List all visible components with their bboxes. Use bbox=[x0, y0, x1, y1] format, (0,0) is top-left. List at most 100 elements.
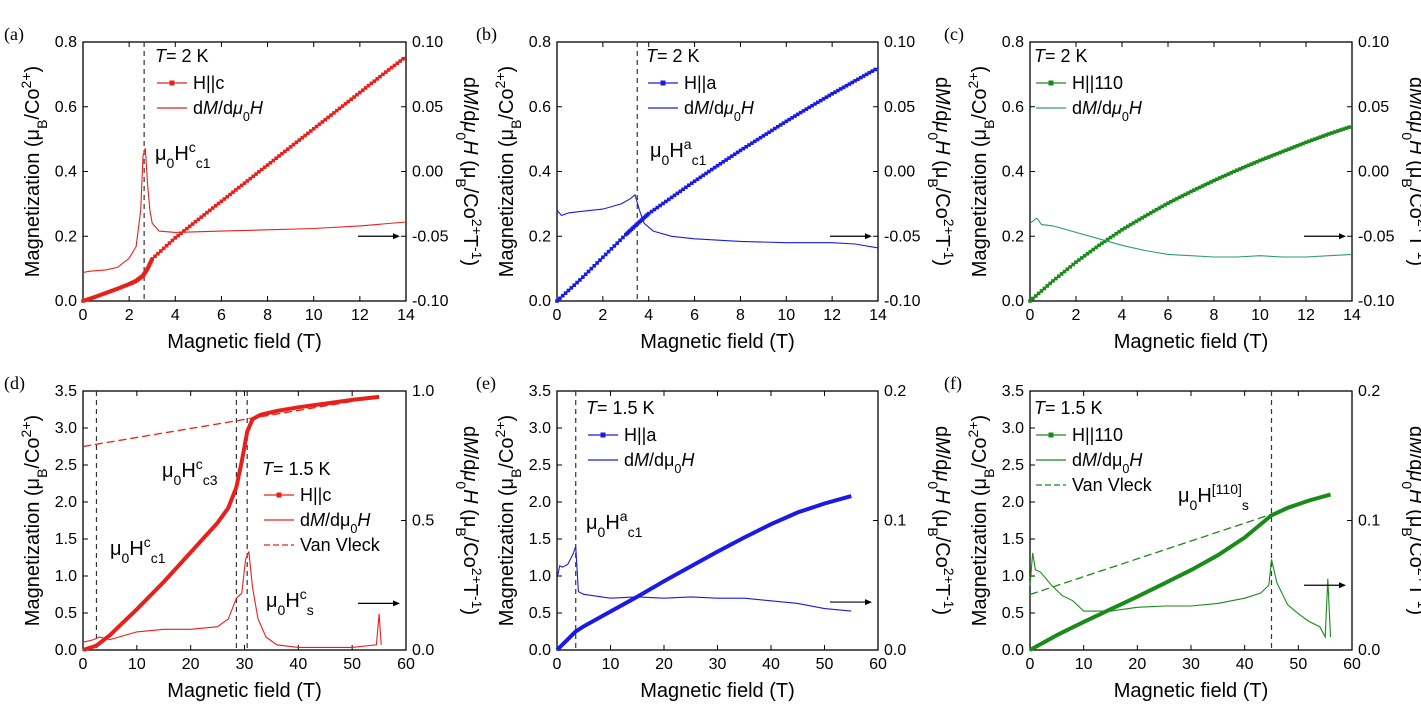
y2-tick-label: 0.00 bbox=[412, 164, 443, 181]
data-point bbox=[598, 258, 602, 262]
data-point bbox=[666, 197, 671, 202]
data-point bbox=[1180, 194, 1185, 198]
data-point bbox=[1341, 127, 1346, 131]
y2-axis-label: dM/dμ0H (μB/Co2+T-1) bbox=[1399, 77, 1421, 266]
data-point bbox=[758, 135, 763, 140]
label-part: M bbox=[1082, 98, 1097, 118]
data-point bbox=[358, 90, 362, 95]
y2-axis-label: dM/dμ0H (μB/Co2+T-1) bbox=[925, 426, 957, 615]
label-part: μ bbox=[340, 510, 350, 530]
y-tick-label: 3.5 bbox=[1002, 383, 1024, 400]
label-part: Magnetization ( bbox=[22, 140, 44, 277]
y-tick-label: 3.5 bbox=[529, 383, 551, 400]
label-part: 0 bbox=[174, 472, 182, 488]
label-part: d bbox=[624, 450, 634, 470]
legend-temperature: T= 2 K bbox=[1034, 46, 1088, 66]
label-part: H||110 bbox=[1072, 425, 1123, 445]
data-point bbox=[1120, 227, 1124, 232]
chart-f: 0 10 20 30 40 50 600.00.51.01.52.02.53.03.50.0… bbox=[965, 383, 1421, 702]
data-point bbox=[844, 83, 849, 88]
data-point bbox=[793, 114, 797, 118]
data-point bbox=[873, 67, 877, 72]
y2-tick-label: 0.0 bbox=[412, 642, 434, 659]
data-point bbox=[1220, 174, 1225, 179]
label-part: H bbox=[741, 98, 755, 118]
data-point bbox=[583, 272, 588, 277]
legend-label: dM/dμ0H bbox=[624, 450, 695, 476]
data-point bbox=[340, 104, 345, 108]
x-tick-label: 6 bbox=[1164, 307, 1173, 324]
data-point bbox=[1068, 265, 1073, 269]
y2-tick-label: 0.2 bbox=[884, 383, 906, 400]
label-part: c3 bbox=[203, 472, 218, 488]
label-part: 2+ bbox=[469, 219, 485, 235]
data-point bbox=[208, 208, 212, 213]
y2-tick-label: -0.05 bbox=[412, 228, 449, 245]
label-part: 0 bbox=[453, 132, 469, 140]
data-point bbox=[735, 150, 740, 155]
y2-tick-label: 0.1 bbox=[1358, 513, 1380, 530]
label-part: 0 bbox=[925, 481, 941, 489]
data-point bbox=[1045, 284, 1050, 288]
data-point bbox=[1272, 153, 1277, 157]
x-tick-label: 20 bbox=[655, 656, 673, 673]
label-part: ) bbox=[459, 259, 481, 266]
label-part: B bbox=[453, 527, 469, 536]
data-point bbox=[205, 210, 209, 215]
data-point bbox=[219, 199, 224, 204]
data-point bbox=[652, 207, 657, 212]
data-point bbox=[271, 158, 276, 163]
y2-tick-label: 0.1 bbox=[884, 513, 906, 530]
data-point bbox=[1143, 214, 1147, 218]
data-point bbox=[850, 80, 855, 85]
data-point bbox=[813, 102, 817, 106]
label-part: ) bbox=[496, 66, 518, 73]
label-part: B bbox=[34, 120, 50, 129]
label-part: μ bbox=[650, 140, 662, 162]
label-part: /d bbox=[325, 510, 340, 530]
legend-temperature: T= 1.5 K bbox=[262, 459, 331, 479]
derivative-curve bbox=[82, 551, 382, 648]
label-part: Van Vleck bbox=[1072, 475, 1153, 495]
y-tick-label: 3.5 bbox=[55, 383, 77, 400]
data-point bbox=[1054, 276, 1058, 281]
data-point bbox=[346, 99, 351, 104]
data-point bbox=[853, 79, 857, 83]
label-part: H bbox=[1129, 450, 1143, 470]
panel-b: (b) bbox=[476, 24, 497, 45]
data-point bbox=[701, 173, 705, 178]
x-tick-label: 14 bbox=[397, 307, 415, 324]
data-point bbox=[236, 185, 241, 190]
data-point bbox=[1209, 180, 1213, 184]
data-point bbox=[210, 206, 215, 210]
data-point bbox=[707, 169, 711, 174]
data-point bbox=[297, 138, 302, 142]
label-part: 2+ bbox=[492, 72, 508, 88]
label-part: /Co bbox=[969, 88, 991, 119]
legend-marker bbox=[600, 432, 606, 438]
y-tick-label: 2.5 bbox=[1002, 457, 1024, 474]
label-part: T bbox=[1034, 398, 1047, 418]
label-part: μ bbox=[1405, 469, 1421, 481]
label-part: H bbox=[1405, 489, 1421, 504]
data-point bbox=[681, 187, 685, 192]
x-tick-label: 10 bbox=[602, 656, 620, 673]
x-tick-label: 20 bbox=[1128, 656, 1146, 673]
panel-c: (c) bbox=[944, 24, 964, 45]
data-point bbox=[378, 74, 382, 79]
data-point bbox=[1235, 168, 1239, 173]
panel-e: (e) bbox=[476, 373, 496, 394]
data-point bbox=[309, 129, 313, 133]
label-part: μ bbox=[931, 120, 953, 132]
data-point bbox=[687, 183, 691, 188]
label-part: /Co bbox=[22, 437, 44, 468]
data-point bbox=[1246, 163, 1251, 168]
data-point bbox=[1327, 132, 1331, 136]
data-point bbox=[196, 217, 201, 222]
label-part: s bbox=[307, 602, 314, 618]
data-point bbox=[790, 116, 794, 120]
data-point bbox=[332, 111, 336, 115]
data-point bbox=[372, 79, 377, 83]
data-point bbox=[1315, 136, 1320, 140]
